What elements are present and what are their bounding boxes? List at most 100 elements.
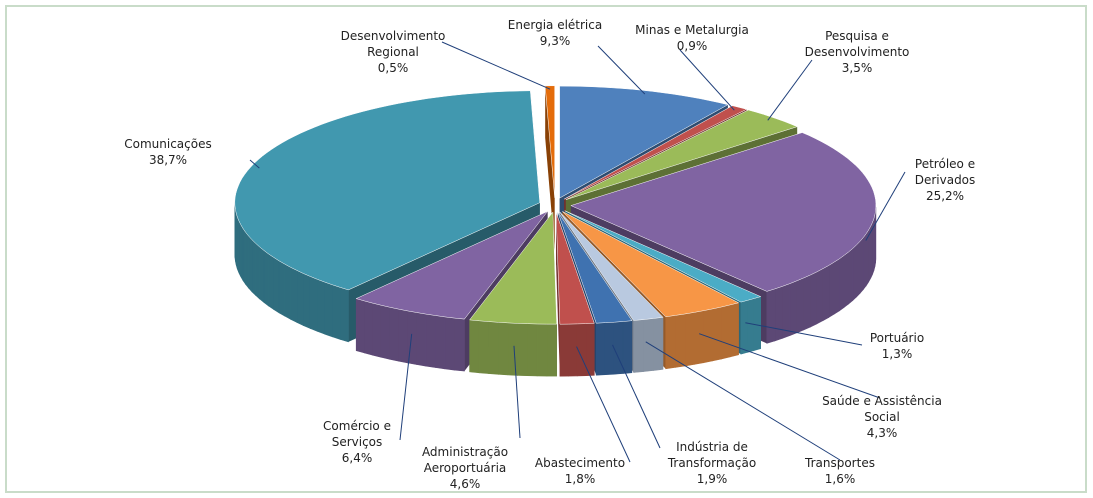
- slice-wall: [863, 232, 867, 291]
- slice-wall: [693, 310, 704, 365]
- slice-wall: [240, 223, 244, 282]
- slice-wall: [251, 238, 256, 297]
- leader-line: [597, 45, 646, 95]
- value-label: 1,9%: [696, 472, 728, 486]
- slice-wall: [653, 316, 664, 371]
- leader-line: [865, 171, 906, 241]
- slice-wall: [245, 231, 249, 289]
- slice-wall: [478, 320, 489, 374]
- category-label: Comunicações: [124, 137, 212, 151]
- slice-wall: [255, 242, 260, 300]
- slice-wall: [833, 258, 840, 315]
- data-label: Abastecimento 1,8%: [530, 455, 630, 487]
- category-label: Saúde e Assistência Social: [822, 394, 942, 424]
- slice-wall: [856, 240, 861, 298]
- slice-wall: [536, 323, 548, 377]
- data-label: Comunicações 38,7%: [108, 136, 228, 168]
- leader-line: [645, 341, 841, 461]
- slice-wall: [595, 322, 606, 376]
- data-label: Minas e Metalurgia 0,9%: [622, 22, 762, 54]
- value-label: 1,3%: [881, 347, 913, 361]
- slice-wall: [389, 306, 399, 362]
- slice-wall: [498, 321, 509, 376]
- slice-wall: [828, 261, 835, 318]
- leader-line: [249, 159, 260, 169]
- leader-line: [679, 49, 735, 111]
- slice-wall: [364, 300, 373, 356]
- slice-wall: [613, 321, 624, 375]
- slice-wall: [454, 317, 465, 372]
- slice: [564, 105, 748, 200]
- slice-wall: [684, 312, 695, 367]
- slice: [562, 211, 740, 318]
- data-label: Indústria de Transformação 1,9%: [657, 439, 767, 487]
- slice-wall: [324, 281, 333, 338]
- slice-wall: [675, 313, 686, 368]
- slice-side: [556, 212, 560, 377]
- slice: [469, 211, 557, 325]
- slice-wall: [604, 321, 615, 376]
- value-label: 25,2%: [925, 189, 965, 203]
- slice-wall: [527, 323, 538, 377]
- slice: [564, 210, 762, 303]
- slice: [565, 109, 798, 200]
- slice: [559, 85, 729, 199]
- slice-wall: [416, 312, 427, 367]
- slice-wall: [774, 285, 783, 342]
- value-label: 6,4%: [341, 451, 373, 465]
- slice-wall: [729, 302, 739, 358]
- slice-wall: [435, 315, 446, 370]
- frame: [5, 5, 1087, 493]
- slice: [234, 90, 541, 291]
- slice-side: [545, 85, 555, 250]
- slice-wall: [843, 251, 849, 308]
- slice-wall: [816, 268, 824, 325]
- value-label: 9,3%: [539, 34, 571, 48]
- slice-wall: [242, 227, 246, 286]
- slice-wall: [444, 316, 455, 371]
- slice-wall: [268, 253, 274, 310]
- slice-wall: [622, 320, 633, 374]
- data-label: Comércio e Serviços 6,4%: [317, 418, 397, 466]
- slice-wall: [340, 286, 349, 343]
- slice-wall: [839, 254, 845, 312]
- data-label: Transportes 1,6%: [795, 455, 885, 487]
- leader-line: [399, 333, 413, 441]
- data-label: Petróleo e Derivados 25,2%: [900, 156, 990, 204]
- value-label: 3,5%: [841, 61, 873, 75]
- slice-wall: [568, 323, 578, 377]
- slice-wall: [273, 256, 280, 314]
- slice-wall: [488, 321, 499, 375]
- slice-wall: [355, 298, 365, 354]
- slice-wall: [296, 269, 304, 326]
- slice-wall: [559, 323, 569, 377]
- value-label: 0,9%: [676, 39, 708, 53]
- slice-wall: [372, 302, 382, 358]
- slice-wall: [810, 271, 818, 328]
- slice-wall: [469, 319, 480, 374]
- leader-line: [745, 322, 863, 346]
- slice-wall: [303, 273, 311, 329]
- data-label: Pesquisa e Desenvolvimento 3,5%: [787, 28, 927, 76]
- value-label: 4,3%: [866, 426, 898, 440]
- data-label: Energia elétrica 9,3%: [500, 17, 610, 49]
- slice-wall: [852, 244, 857, 301]
- category-label: Administração Aeroportuária: [421, 445, 509, 475]
- category-label: Indústria de Transformação: [667, 440, 757, 470]
- slice-wall: [546, 323, 557, 377]
- slice-wall: [263, 249, 269, 307]
- category-label: Comércio e Serviços: [323, 419, 391, 449]
- slice-wall: [633, 319, 644, 373]
- slice-wall: [398, 308, 408, 364]
- slice-wall: [796, 277, 805, 334]
- slice-wall: [789, 280, 798, 337]
- slice-wall: [848, 247, 854, 305]
- slice-wall: [665, 315, 676, 370]
- slice-wall: [425, 313, 436, 368]
- slice: [555, 212, 595, 325]
- leader-line: [699, 333, 881, 399]
- slice-wall: [517, 323, 528, 377]
- category-label: Desenvolvimento Regional: [340, 29, 446, 59]
